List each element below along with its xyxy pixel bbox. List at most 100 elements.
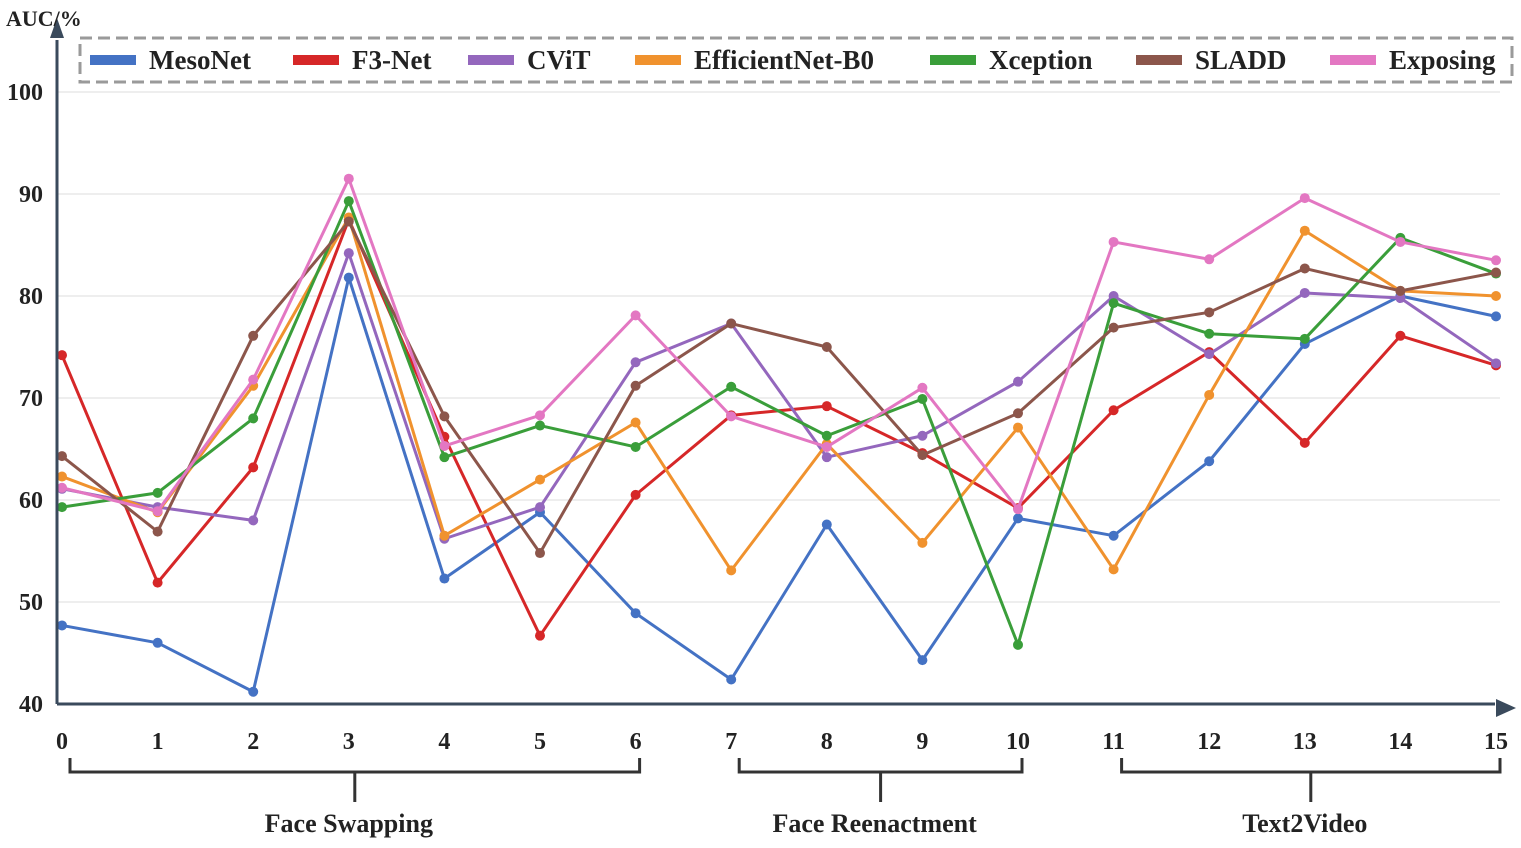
data-point [535, 548, 545, 559]
data-point [821, 452, 832, 463]
series-line [60, 218, 1497, 638]
y-tick-label: 80 [19, 284, 43, 310]
data-point [248, 686, 259, 697]
x-tick-label: 10 [1006, 729, 1030, 755]
legend-swatch [1330, 55, 1376, 65]
legend-entry: Exposing [1330, 45, 1496, 75]
series-mesonet [57, 272, 1501, 697]
data-point [1395, 330, 1406, 341]
y-tick-label: 70 [19, 386, 43, 412]
x-tick-label: 5 [534, 729, 546, 755]
data-point [1299, 333, 1310, 344]
data-point [248, 374, 259, 385]
group-brackets: Face Swapping Face Reenactment Text2Video [68, 758, 1502, 838]
data-point [1108, 530, 1119, 541]
data-point [630, 417, 641, 428]
x-tick-label: 14 [1388, 729, 1412, 755]
series-line [61, 199, 1497, 647]
legend-label: Xception [989, 45, 1093, 75]
x-tick-label: 7 [725, 729, 737, 755]
data-point [152, 506, 163, 517]
x-tick-label: 4 [438, 729, 450, 755]
data-point [535, 474, 545, 485]
data-point [57, 502, 67, 513]
data-point [152, 637, 163, 648]
legend-swatch [635, 55, 681, 65]
y-tick-label: 40 [19, 692, 43, 718]
data-point [1204, 328, 1215, 339]
data-point [535, 502, 545, 513]
data-point [821, 519, 832, 530]
legend-label: SLADD [1195, 45, 1287, 75]
legend-label: EfficientNet-B0 [694, 45, 874, 75]
data-point [1013, 376, 1023, 387]
data-point [1108, 298, 1119, 309]
legend-entry: MesoNet [90, 45, 251, 75]
x-tick-label: 8 [821, 729, 833, 755]
data-point [439, 573, 450, 584]
data-point [535, 630, 545, 641]
data-point [343, 272, 354, 283]
data-point [726, 318, 737, 329]
series-line [61, 251, 1497, 541]
x-tick-label: 15 [1484, 729, 1508, 755]
x-tick-label: 9 [916, 729, 928, 755]
series-line [61, 177, 1497, 513]
data-point [248, 462, 259, 473]
data-point [152, 526, 163, 537]
data-point [343, 216, 354, 227]
data-point [726, 674, 737, 685]
data-point [726, 381, 737, 392]
axes: AUC/% [6, 6, 1516, 717]
group-bracket [68, 758, 642, 802]
group-bracket [1120, 758, 1502, 802]
legend-swatch [1136, 55, 1182, 65]
data-point [248, 413, 259, 424]
series-layer [57, 173, 1501, 697]
data-point [1013, 513, 1023, 524]
data-point [917, 450, 928, 461]
data-point [1204, 389, 1215, 400]
data-point [1013, 639, 1023, 650]
series-exposing [57, 173, 1501, 517]
data-point [1013, 504, 1023, 515]
data-point [57, 620, 67, 631]
data-point [1299, 193, 1310, 204]
group-label: Text2Video [1242, 809, 1367, 838]
y-axis-arrow [50, 18, 64, 38]
data-point [1013, 422, 1023, 433]
data-point [821, 430, 832, 441]
legend-swatch [293, 55, 339, 65]
y-axis-title: AUC/% [6, 6, 82, 31]
legend-entry: SLADD [1136, 45, 1287, 75]
data-point [1491, 267, 1501, 278]
data-point [1395, 293, 1406, 304]
data-point [1204, 307, 1215, 318]
data-point [439, 440, 450, 451]
x-tick-label: 12 [1197, 729, 1221, 755]
data-point [821, 401, 832, 412]
data-point [630, 441, 641, 452]
x-tick-labels: 0 1 2 3 4 5 6 7 8 9 10 11 12 13 14 15 [56, 729, 1508, 755]
data-point [917, 394, 928, 405]
y-tick-labels: 40 50 60 70 80 90 100 [7, 80, 43, 718]
data-point [1108, 405, 1119, 416]
data-point [439, 530, 450, 541]
legend-label: CViT [527, 45, 591, 75]
data-point [1395, 236, 1406, 247]
data-point [57, 471, 67, 482]
data-point [1299, 263, 1310, 274]
data-point [917, 382, 928, 393]
data-point [57, 350, 67, 361]
series-cvit [57, 248, 1501, 544]
data-point [535, 410, 545, 421]
legend-label: F3-Net [352, 45, 431, 75]
data-point [343, 248, 354, 259]
x-tick-label: 0 [56, 729, 68, 755]
data-point [726, 411, 737, 422]
legend-label: Exposing [1389, 45, 1496, 75]
data-point [1299, 287, 1310, 298]
data-point [439, 411, 450, 422]
data-point [630, 357, 641, 368]
data-point [248, 330, 259, 341]
